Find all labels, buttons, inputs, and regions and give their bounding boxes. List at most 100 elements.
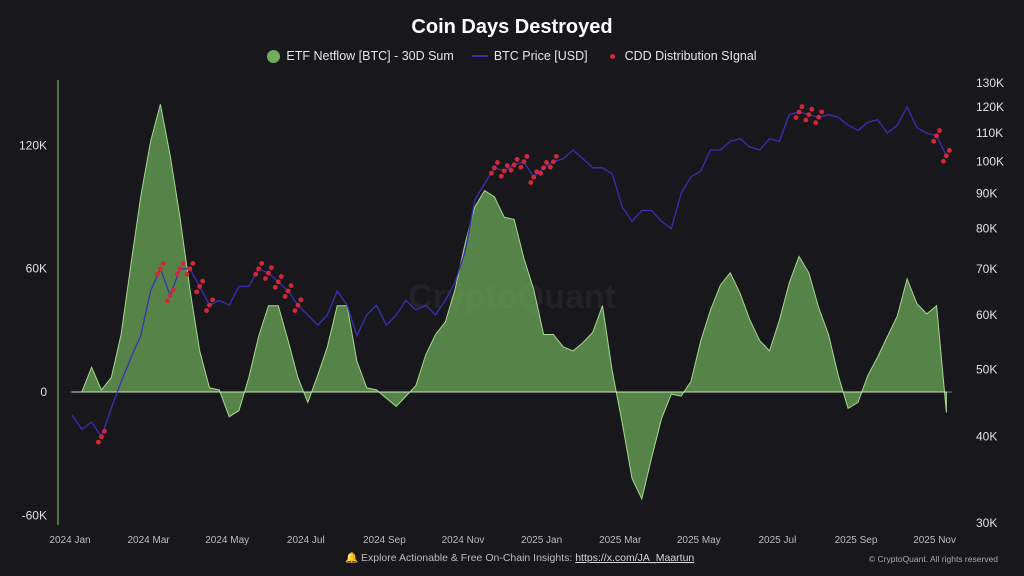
signal-point (489, 170, 494, 176)
signal-point (541, 165, 546, 171)
signal-point (521, 159, 527, 165)
signal-point (518, 164, 524, 170)
x-tick-label: 2025 Jul (758, 535, 796, 546)
signal-point (524, 153, 530, 159)
signal-point (266, 270, 271, 276)
copyright: © CryptoQuant. All rights reserved (868, 554, 998, 564)
signal-point (492, 165, 497, 171)
price-swatch-icon (471, 55, 488, 57)
signal-point (187, 266, 193, 272)
footer-link[interactable]: https://x.com/JA_Maartun (575, 552, 695, 564)
signal-point (931, 138, 936, 144)
signal-point (190, 261, 196, 266)
signal-point (501, 168, 507, 174)
signal-point (256, 266, 262, 272)
signal-point (164, 298, 170, 304)
y-right-tick-label: 70K (976, 262, 997, 276)
signal-swatch-icon (609, 53, 615, 59)
signal-point (180, 261, 186, 266)
signal-point (278, 274, 284, 279)
x-tick-label: 2024 Sep (363, 535, 406, 546)
signal-point (282, 294, 288, 299)
signal-point (253, 271, 259, 277)
x-tick-label: 2024 May (205, 535, 249, 546)
signal-point (269, 265, 274, 271)
signal-point (177, 266, 183, 272)
legend-netflow[interactable]: ETF Netflow [BTC] - 30D Sum (267, 49, 454, 63)
signal-point (803, 117, 809, 123)
signal-point (511, 162, 517, 168)
y-right-tick-label: 50K (976, 363, 997, 377)
signal-point (550, 159, 556, 165)
signal-point (295, 302, 301, 308)
netflow-swatch-icon (267, 49, 281, 63)
signal-point (288, 283, 294, 289)
signal-point (160, 261, 166, 266)
signal-point (819, 109, 825, 115)
signal-point (197, 284, 203, 289)
legend-signal[interactable]: CDD Distribution SIgnal (606, 49, 757, 63)
footer: 🔔 Explore Actionable & Free On-Chain Ins… (345, 552, 695, 564)
x-tick-label: 2024 Jul (287, 535, 325, 546)
signal-point (207, 302, 212, 308)
signal-point (167, 293, 173, 299)
signal-point (204, 308, 209, 314)
signal-point (528, 180, 534, 185)
signal-point (940, 158, 946, 164)
signal-point (534, 169, 540, 175)
signal-point (194, 289, 200, 295)
signal-point (793, 115, 799, 120)
signal-point (946, 148, 952, 153)
signal-point (799, 104, 805, 110)
signal-point (538, 170, 543, 176)
signal-point (934, 133, 939, 139)
y-left-tick-label: 60K (26, 262, 47, 276)
signal-point (937, 128, 942, 133)
x-tick-label: 2024 Mar (127, 535, 170, 546)
x-tick-label: 2025 Mar (599, 535, 642, 546)
signal-point (285, 288, 291, 294)
y-right-tick-label: 60K (976, 308, 997, 322)
signal-point (806, 112, 812, 118)
signal-point (809, 106, 815, 112)
y-left-tick-label: 120K (19, 138, 47, 152)
signal-point (796, 109, 802, 115)
signal-point (174, 271, 180, 277)
y-right-tick-label: 130K (976, 76, 1004, 90)
y-right-tick-label: 80K (976, 222, 997, 236)
signal-point (544, 160, 549, 165)
signal-point (157, 266, 163, 272)
y-right-tick-label: 30K (976, 516, 997, 530)
signal-point (531, 174, 537, 180)
bell-icon: 🔔 (345, 552, 359, 564)
signal-point (813, 120, 819, 126)
x-tick-label: 2025 May (677, 535, 721, 546)
x-tick-label: 2025 Sep (835, 535, 878, 546)
x-tick-label: 2024 Jan (49, 535, 90, 546)
signal-point (200, 278, 206, 284)
netflow-area (71, 104, 947, 501)
signal-point (272, 284, 278, 290)
signal-point (99, 434, 104, 440)
chart-title: Coin Days Destroyed (411, 16, 613, 38)
x-tick-label: 2024 Nov (442, 535, 485, 546)
signal-point (263, 276, 268, 281)
y-right-tick-label: 100K (976, 155, 1004, 169)
signal-point (259, 261, 265, 266)
legend-price[interactable]: BTC Price [USD] (471, 49, 588, 63)
signal-point (170, 287, 176, 293)
y-left-tick-label: -60K (22, 508, 47, 522)
y-left-tick-label: 0 (40, 385, 47, 399)
signal-point (102, 428, 107, 434)
signal-point (292, 308, 298, 314)
signal-point (816, 114, 822, 120)
signal-point (210, 297, 215, 303)
x-tick-label: 2025 Jan (521, 535, 562, 546)
x-tick-label: 2025 Nov (913, 535, 956, 546)
legend: ETF Netflow [BTC] - 30D Sum BTC Price [U… (0, 49, 1024, 63)
signal-point (943, 153, 949, 159)
signal-point (184, 271, 190, 277)
signal-point (154, 271, 160, 277)
signal-point (553, 153, 559, 159)
